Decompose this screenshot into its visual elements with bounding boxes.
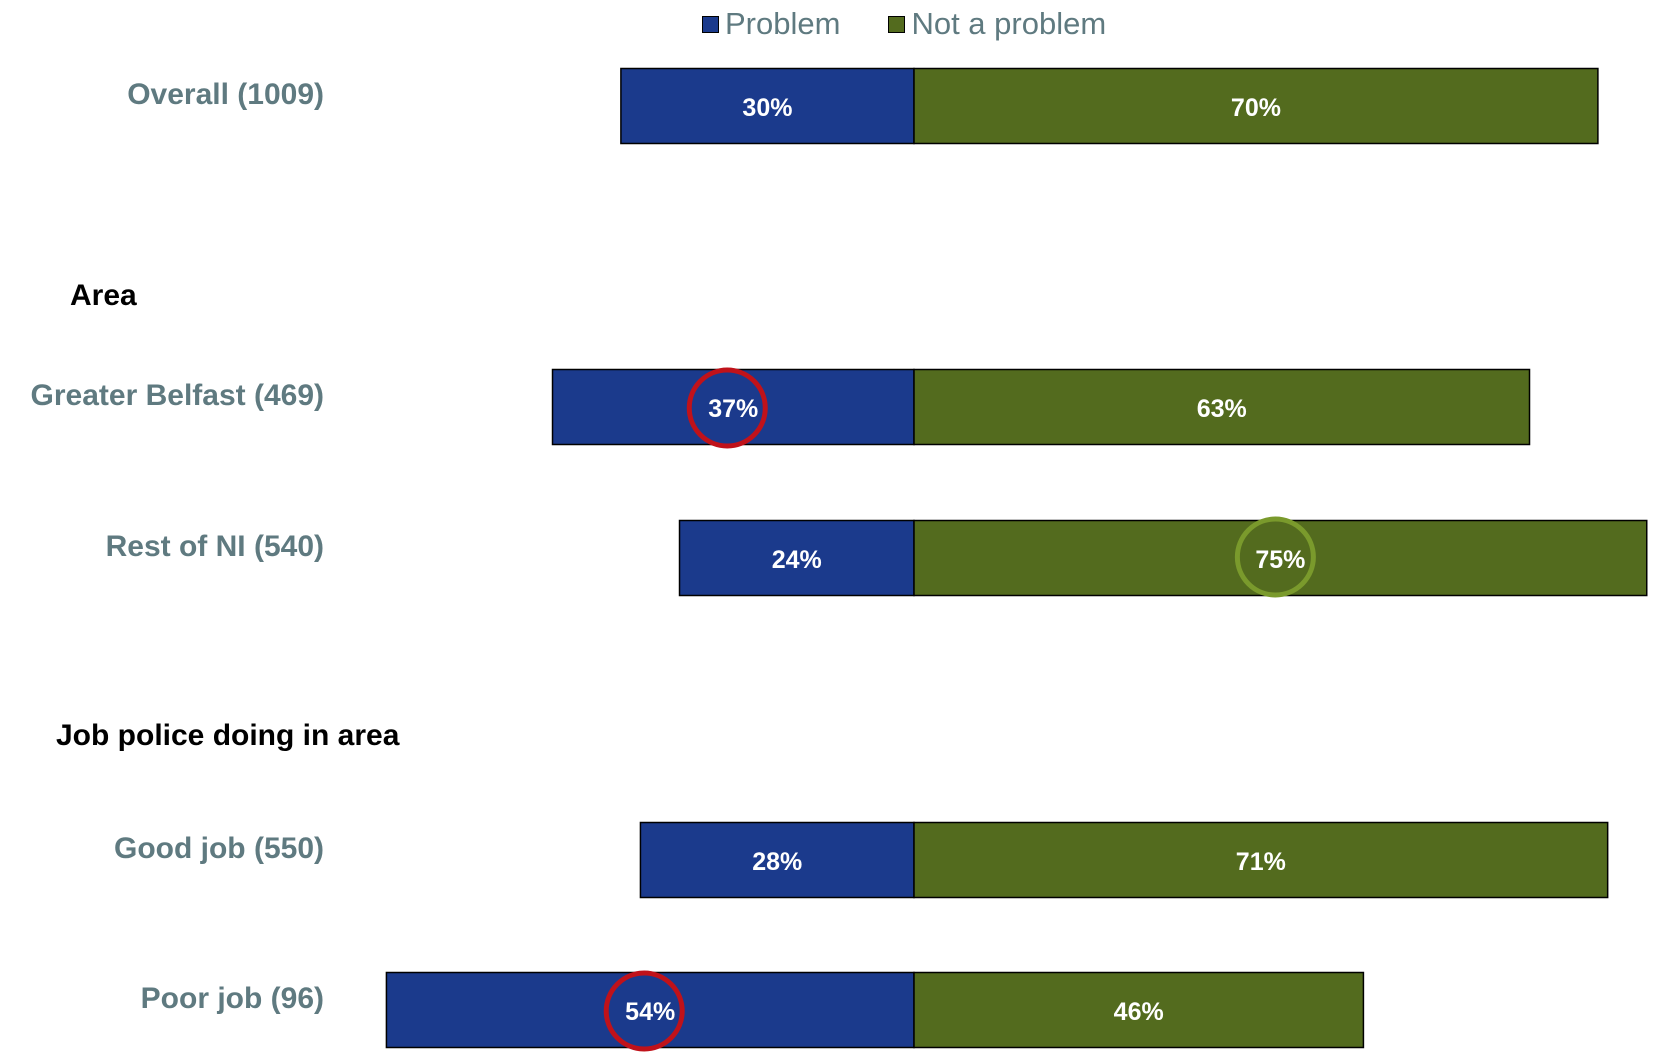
legend-item-not-a-problem: Not a problem [888, 6, 1106, 42]
legend-label-not-a-problem: Not a problem [911, 6, 1107, 41]
data-label-problem-greater-belfast: 37% [708, 395, 758, 423]
highlight-circle-poor-job [603, 970, 685, 1052]
data-label-problem-rest-of-ni: 24% [772, 546, 822, 574]
data-label-problem-poor-job: 54% [625, 998, 675, 1026]
legend-swatch-problem [702, 15, 719, 33]
bar-not-a-problem-greater-belfast [913, 368, 1531, 446]
legend-label-problem: Problem [725, 6, 841, 41]
category-label-rest-of-ni: Rest of NI (540) [106, 530, 324, 563]
highlight-circle-rest-of-ni [1234, 516, 1316, 598]
data-label-not-a-problem-rest-of-ni: 75% [1255, 546, 1305, 574]
bar-not-a-problem-poor-job [913, 971, 1365, 1049]
legend-item-problem: Problem [702, 6, 840, 42]
bar-not-a-problem-overall [913, 67, 1599, 145]
section-label-area: Area [70, 279, 137, 312]
legend: Problem Not a problem [702, 6, 1154, 42]
legend-swatch-not-a-problem [888, 15, 906, 33]
data-label-not-a-problem-greater-belfast: 63% [1197, 395, 1247, 423]
section-label-job-police-doing-in-area: Job police doing in area [56, 719, 400, 752]
highlight-circle-greater-belfast [686, 367, 768, 449]
data-label-not-a-problem-poor-job: 46% [1114, 998, 1164, 1026]
category-label-poor-job: Poor job (96) [141, 982, 324, 1015]
data-label-problem-overall: 30% [742, 94, 792, 122]
bar-not-a-problem-good-job [913, 821, 1609, 899]
data-label-not-a-problem-overall: 70% [1231, 94, 1281, 122]
category-label-overall: Overall (1009) [127, 78, 324, 111]
category-label-greater-belfast: Greater Belfast (469) [31, 379, 324, 412]
bar-problem-rest-of-ni [678, 519, 915, 597]
bar-problem-overall [620, 67, 915, 145]
data-label-problem-good-job: 28% [752, 848, 802, 876]
data-label-not-a-problem-good-job: 71% [1236, 848, 1286, 876]
bar-problem-good-job [639, 821, 915, 899]
bar-problem-poor-job [385, 971, 915, 1049]
category-label-good-job: Good job (550) [114, 832, 324, 865]
